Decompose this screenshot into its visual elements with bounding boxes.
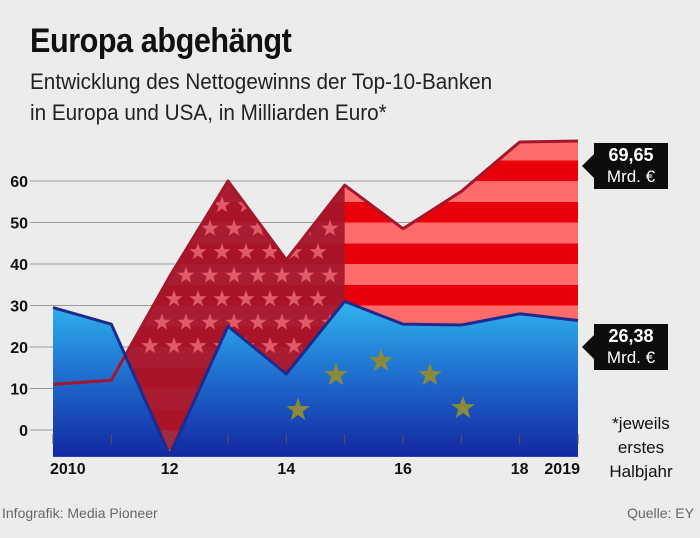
usa-star <box>189 290 207 307</box>
x-tick-label: 14 <box>277 461 295 478</box>
usa-star <box>225 219 243 236</box>
usa-star <box>273 266 291 283</box>
usa-star <box>321 266 339 283</box>
y-tick-label: 50 <box>10 216 28 233</box>
usa-star <box>285 196 303 213</box>
usa-stripe <box>53 181 578 202</box>
footnote-line-1: *jeweils <box>612 414 670 433</box>
usa-star <box>249 219 267 236</box>
usa-callout-unit: Mrd. € <box>606 167 656 186</box>
y-tick-label: 30 <box>10 299 28 316</box>
europa-line <box>52 299 579 457</box>
usa-star <box>189 337 207 354</box>
credit-infografik: Infografik: Media Pioneer <box>2 505 158 521</box>
europa-callout-value: 26,38 <box>608 326 654 346</box>
usa-stripe <box>53 201 578 223</box>
usa-star <box>261 196 279 213</box>
usa-star <box>153 313 171 330</box>
chart-subtitle: Entwicklung des Nettogewinns der Top-10-… <box>30 66 492 128</box>
usa-star <box>201 313 219 330</box>
usa-star <box>321 219 339 236</box>
usa-star <box>213 196 231 213</box>
usa-star <box>273 219 291 236</box>
axes: 0 10 20 30 40 50 60 2010 12 14 16 18 2019 <box>10 174 580 478</box>
usa-star <box>165 196 183 213</box>
y-tick-label: 60 <box>10 174 28 191</box>
x-tick-label: 16 <box>394 461 412 478</box>
europa-value-callout: 26,38 Mrd. € <box>582 324 668 370</box>
footnote: *jeweils erstes Halbjahr <box>596 412 686 484</box>
usa-stripe <box>53 160 578 181</box>
x-tick-label: 12 <box>161 461 179 478</box>
europa-star <box>286 397 310 421</box>
usa-star <box>237 290 255 307</box>
credit-source: Quelle: EY <box>627 505 694 521</box>
usa-star <box>165 290 183 307</box>
usa-stripe <box>53 119 578 140</box>
usa-star <box>201 219 219 236</box>
usa-star <box>249 313 267 330</box>
y-tick-label: 40 <box>10 257 28 274</box>
x-tick-label: 2010 <box>50 461 86 478</box>
usa-star <box>141 196 159 213</box>
europa-callout-unit: Mrd. € <box>606 348 656 367</box>
usa-star <box>273 313 291 330</box>
europa-star <box>451 395 475 419</box>
usa-star <box>285 337 303 354</box>
subtitle-line-1: Entwicklung des Nettogewinns der Top-10-… <box>30 69 493 94</box>
y-tick-label: 20 <box>10 340 28 357</box>
usa-star <box>285 290 303 307</box>
usa-star <box>261 243 279 260</box>
usa-value-callout: 69,65 Mrd. € <box>582 143 668 189</box>
usa-star <box>225 266 243 283</box>
usa-callout-value: 69,65 <box>608 145 654 165</box>
usa-star <box>213 243 231 260</box>
usa-star <box>153 219 171 236</box>
y-tick-label: 0 <box>19 423 28 440</box>
usa-star <box>213 290 231 307</box>
x-tick-label: 2019 <box>544 461 580 478</box>
usa-star <box>237 243 255 260</box>
europa-area <box>53 301 578 457</box>
series-lines <box>52 139 579 457</box>
usa-star <box>177 313 195 330</box>
usa-line <box>52 139 579 386</box>
footnote-line-3: Halbjahr <box>609 462 673 481</box>
usa-star <box>141 337 159 354</box>
usa-star <box>225 313 243 330</box>
usa-star <box>141 243 159 260</box>
footnote-line-2: erstes <box>617 438 665 457</box>
usa-star <box>177 219 195 236</box>
usa-star <box>201 266 219 283</box>
chart-title: Europa abgehängt <box>30 22 292 60</box>
usa-star <box>309 290 327 307</box>
europa-star <box>324 362 348 386</box>
europa-star <box>418 362 442 386</box>
usa-star <box>177 266 195 283</box>
usa-star <box>261 290 279 307</box>
subtitle-line-2: in Europa und USA, in Milliarden Euro* <box>30 100 387 125</box>
usa-star <box>189 196 207 213</box>
usa-stripe <box>53 140 578 161</box>
y-tick-label: 10 <box>10 382 28 399</box>
europa-star <box>369 348 393 372</box>
usa-star <box>297 313 315 330</box>
usa-star <box>165 337 183 354</box>
usa-star <box>249 266 267 283</box>
usa-star <box>261 337 279 354</box>
usa-star <box>297 266 315 283</box>
usa-star <box>309 243 327 260</box>
europa-area-layer <box>53 301 578 457</box>
x-tick-label: 18 <box>511 461 529 478</box>
usa-star <box>189 243 207 260</box>
